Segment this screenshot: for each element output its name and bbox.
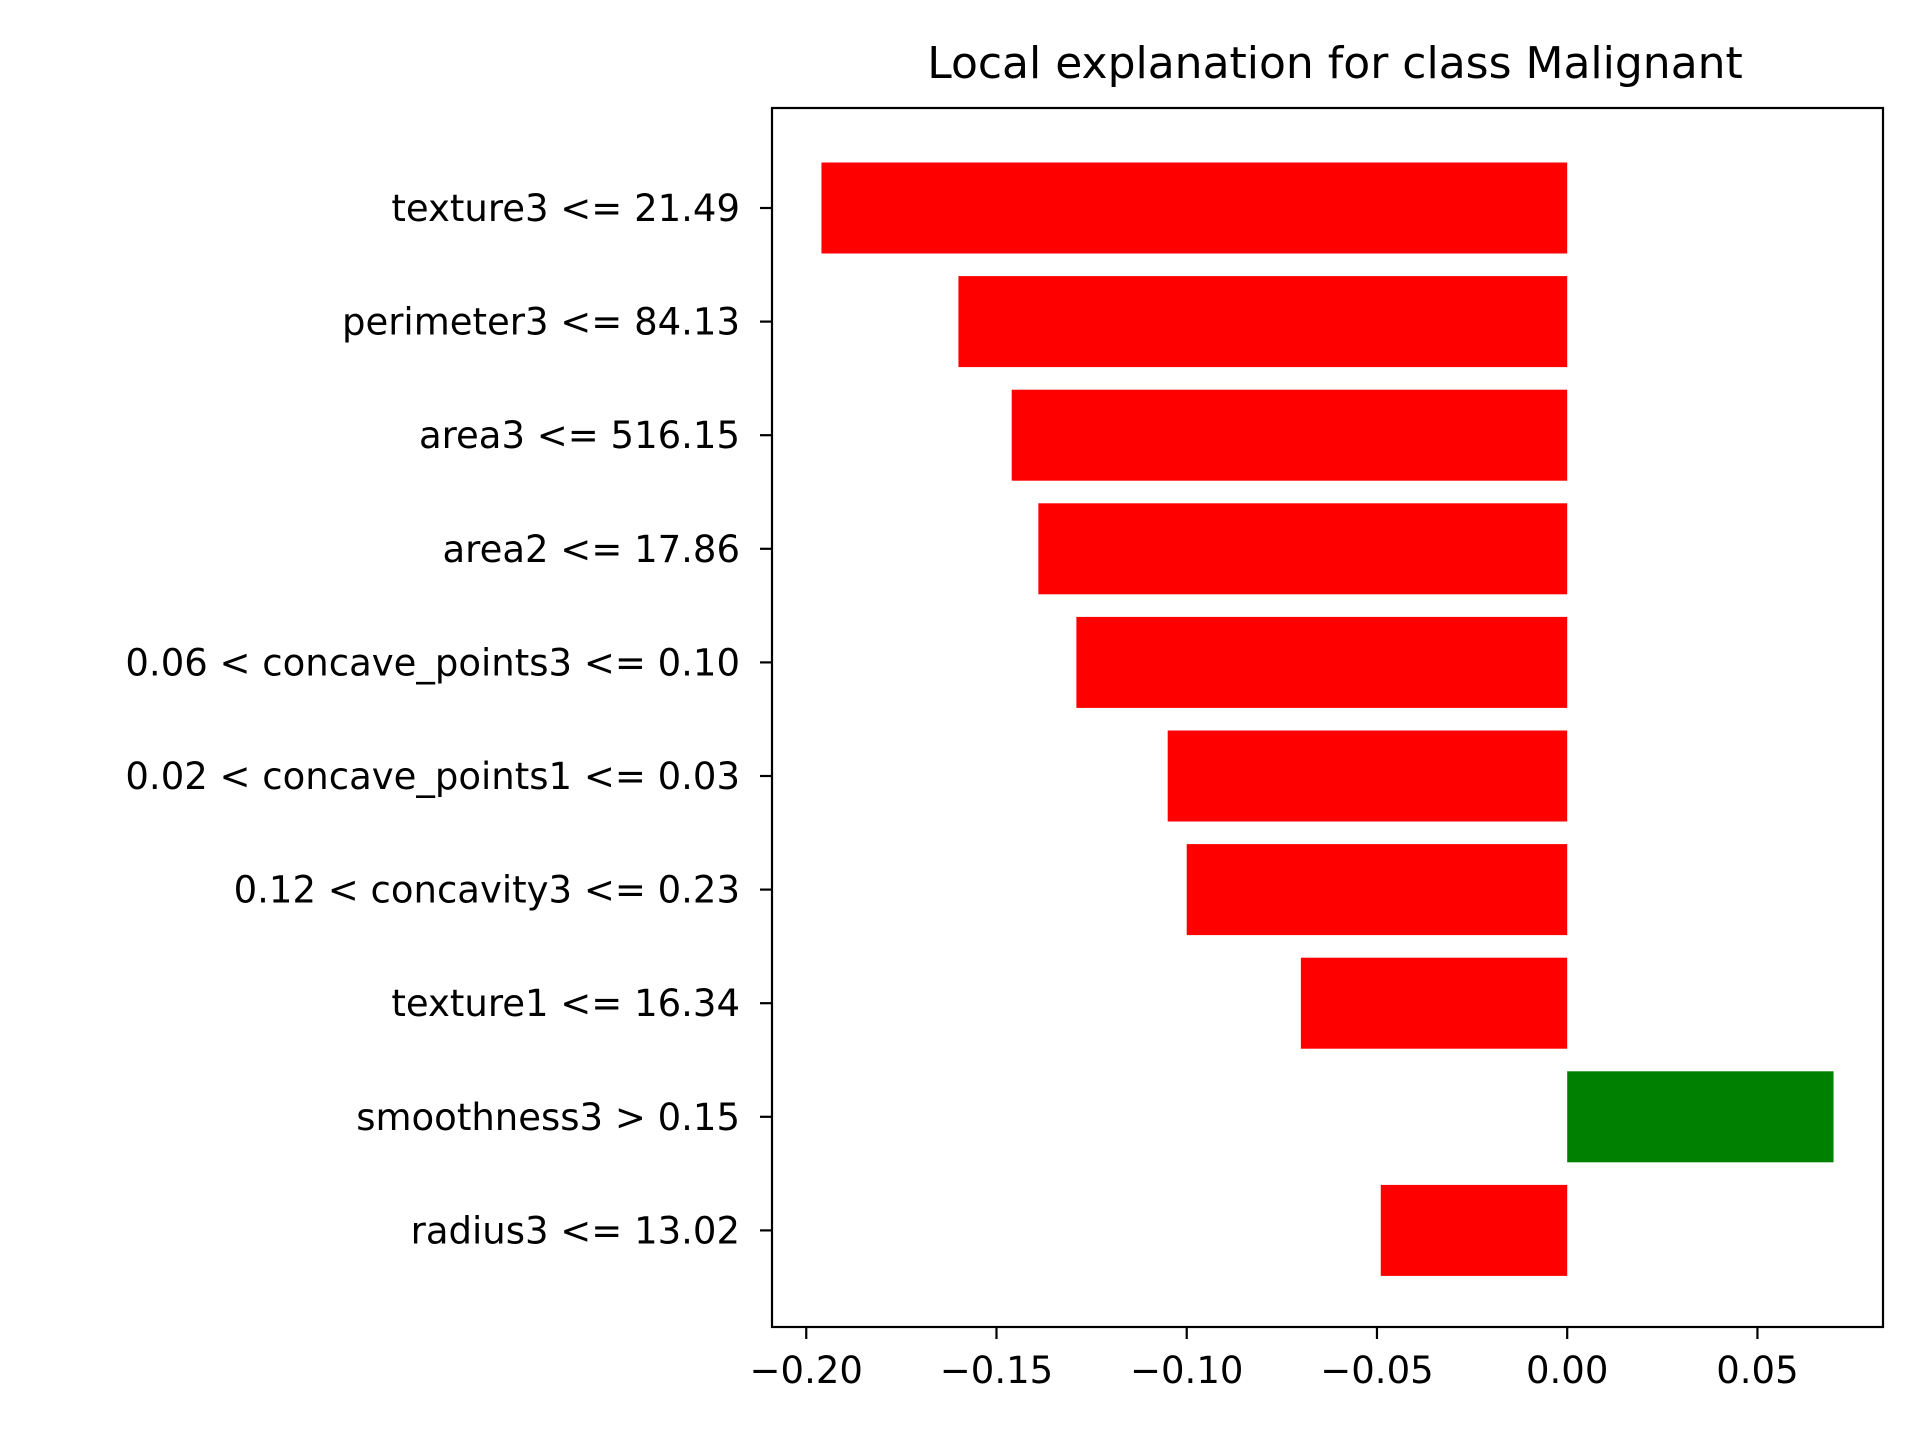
bar-3 xyxy=(1038,503,1568,595)
plot-frame xyxy=(770,106,1885,1329)
x-tick-label: −0.10 xyxy=(1130,1349,1243,1392)
y-tick-label: area3 <= 516.15 xyxy=(419,414,740,457)
y-tick-label: radius3 <= 13.02 xyxy=(411,1209,740,1252)
bar-8 xyxy=(1567,1071,1834,1163)
bar-4 xyxy=(1076,616,1568,708)
x-tick-label: −0.15 xyxy=(940,1349,1053,1392)
y-tick-label: area2 <= 17.86 xyxy=(443,528,741,571)
x-tick-label: 0.00 xyxy=(1526,1349,1608,1392)
y-tick-label: 0.02 < concave_points1 <= 0.03 xyxy=(125,755,740,798)
x-axis: −0.20 −0.15 −0.10 −0.05 0.00 0.05 xyxy=(750,1327,1799,1392)
x-tick-label: −0.05 xyxy=(1320,1349,1433,1392)
y-tick-label: smoothness3 > 0.15 xyxy=(356,1096,740,1139)
x-tick-label: 0.05 xyxy=(1716,1349,1798,1392)
y-tick-label: 0.06 < concave_points3 <= 0.10 xyxy=(125,641,740,684)
y-tick-label: perimeter3 <= 84.13 xyxy=(342,301,740,344)
bar-5 xyxy=(1167,730,1568,822)
bar-0 xyxy=(821,162,1568,254)
y-tick-label: texture1 <= 16.34 xyxy=(391,982,740,1025)
chart-title: Local explanation for class Malignant xyxy=(927,38,1743,89)
bar-2 xyxy=(1011,389,1568,481)
x-tick-label: −0.20 xyxy=(750,1349,863,1392)
y-axis: texture3 <= 21.49 perimeter3 <= 84.13 area… xyxy=(125,187,772,1252)
bar-6 xyxy=(1186,844,1568,936)
y-tick-label: 0.12 < concavity3 <= 0.23 xyxy=(234,869,740,912)
bars-group xyxy=(821,162,1834,1276)
y-tick-label: texture3 <= 21.49 xyxy=(391,187,740,230)
bar-7 xyxy=(1300,957,1568,1049)
bar-1 xyxy=(958,276,1568,368)
bar-9 xyxy=(1380,1184,1568,1276)
